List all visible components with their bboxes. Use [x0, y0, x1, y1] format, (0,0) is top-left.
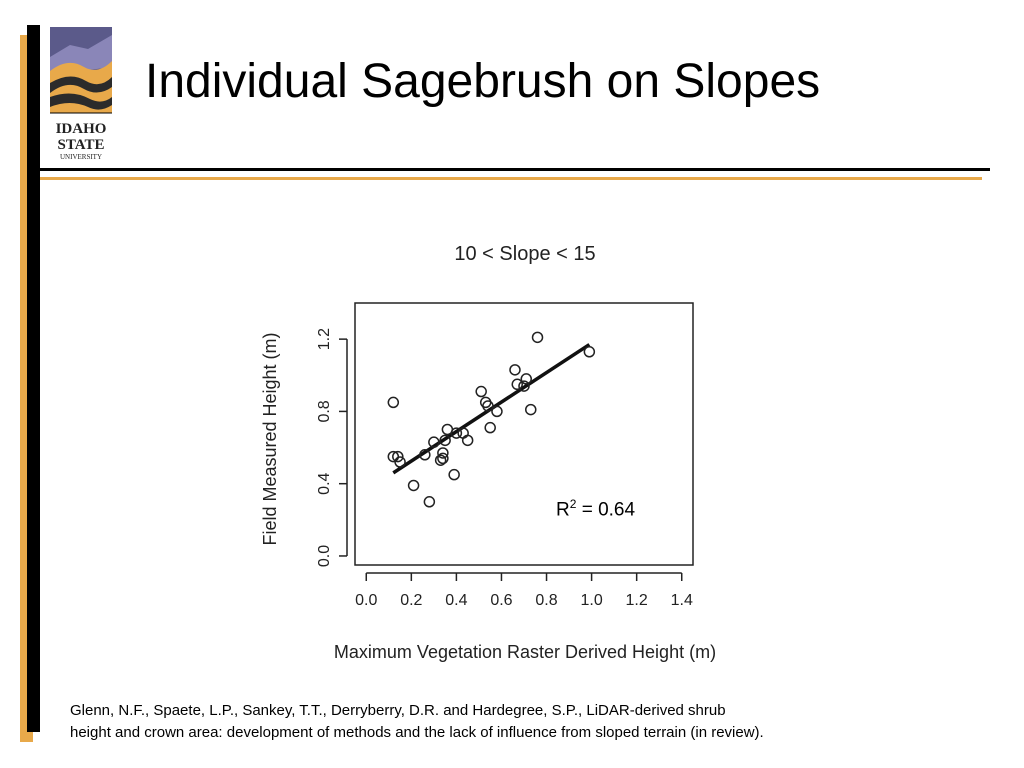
data-point: [394, 456, 406, 468]
x-tick-label: 1.0: [580, 592, 602, 609]
r-squared-superscript: 2: [569, 497, 577, 511]
x-tick-label: 0.2: [400, 592, 422, 609]
x-tick-label: 0.8: [535, 592, 557, 609]
y-axis-label: Field Measured Height (m): [260, 332, 280, 545]
data-point: [392, 450, 404, 463]
data-point: [407, 479, 420, 492]
slide-title: Individual Sagebrush on Slopes: [145, 55, 821, 108]
data-point: [509, 364, 521, 376]
data-point: [419, 449, 431, 461]
accent-bar-black: [27, 25, 40, 732]
data-point: [511, 378, 523, 391]
data-point: [457, 427, 469, 439]
x-tick-label: 0.4: [445, 592, 467, 609]
r-squared-value: = 0.64: [576, 499, 636, 521]
data-point: [437, 447, 449, 459]
logo-text-line3: UNIVERSITY: [60, 153, 102, 161]
data-point: [525, 403, 537, 416]
chart-title: 10 < Slope < 15: [454, 243, 595, 265]
data-point: [482, 400, 494, 412]
scatter-chart: 10 < Slope < 15 0.0 0.2 0.4 0.6 0.8 1.0 1.2 1.4 0…: [260, 243, 716, 662]
y-tick-label: 1.2: [316, 328, 333, 350]
citation-line-2: height and crown area: development of me…: [70, 724, 764, 741]
x-axis-label: Maximum Vegetation Raster Derived Height…: [334, 642, 716, 662]
citation-line-1: Glenn, N.F., Spaete, L.P., Sankey, T.T.,…: [70, 702, 726, 719]
y-tick-label: 0.0: [316, 545, 333, 567]
data-point: [531, 331, 544, 344]
data-point: [475, 385, 487, 398]
data-point: [434, 454, 447, 466]
title-rule-gold: [40, 177, 982, 180]
x-tick-label: 1.2: [626, 592, 648, 609]
data-point: [520, 373, 533, 385]
plot-frame: [354, 302, 694, 566]
r-squared-annotation: R2 = 0.64: [556, 497, 635, 521]
r-squared-label: R: [556, 499, 570, 521]
idaho-state-university-logo: IDAHO STATE UNIVERSITY: [50, 27, 112, 161]
y-tick-label: 0.8: [316, 400, 333, 422]
x-tick-label: 0.0: [355, 592, 377, 609]
x-tick-label: 0.6: [490, 592, 512, 609]
data-point: [387, 396, 400, 409]
data-point: [428, 436, 440, 448]
logo-text-line2: STATE: [58, 137, 105, 153]
data-point: [461, 434, 474, 447]
data-point: [583, 346, 596, 358]
logo-text-line1: IDAHO: [56, 121, 107, 137]
data-point: [518, 380, 530, 392]
title-rule-black: [40, 168, 990, 171]
y-tick-label: 0.4: [316, 472, 333, 494]
x-tick-label: 1.4: [671, 592, 693, 609]
data-point: [484, 421, 496, 434]
citation: Glenn, N.F., Spaete, L.P., Sankey, T.T.,…: [70, 700, 764, 744]
data-point: [448, 468, 460, 481]
data-point: [450, 427, 463, 439]
data-point: [439, 434, 451, 447]
data-point: [491, 405, 503, 418]
data-point: [437, 452, 449, 465]
data-point: [423, 496, 436, 508]
